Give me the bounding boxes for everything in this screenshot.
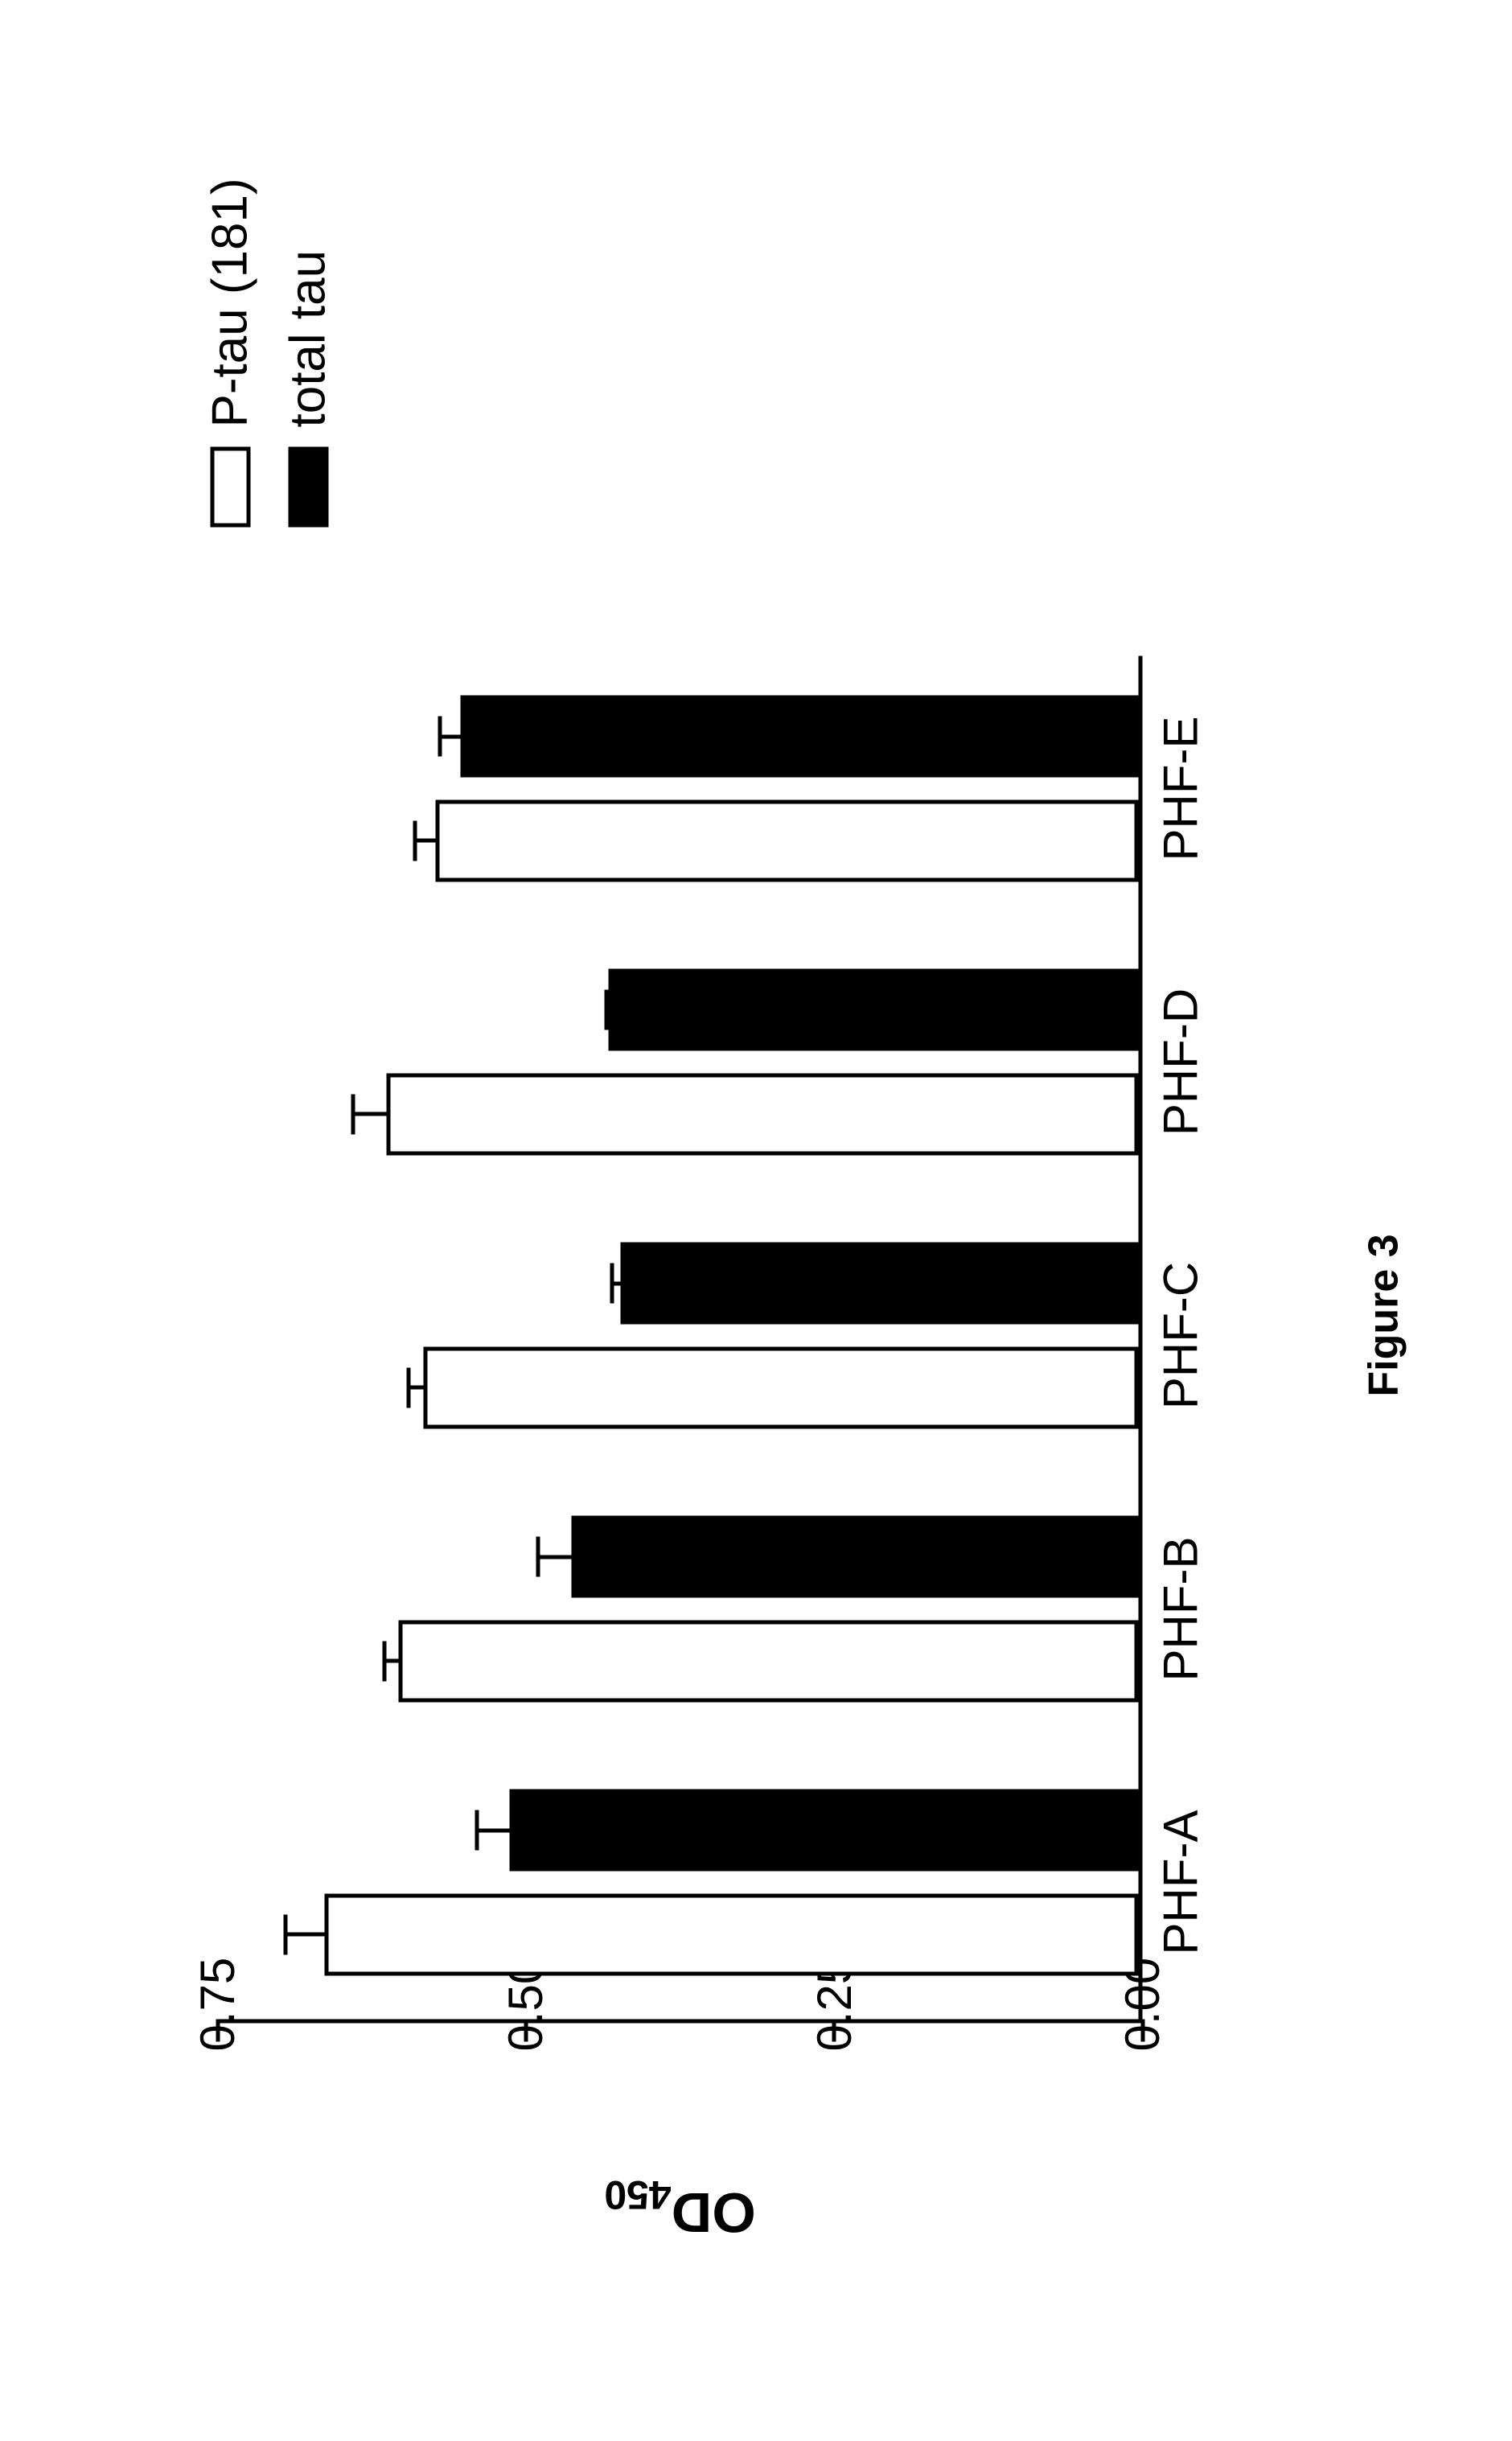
legend-item-totaltau: total tau <box>279 178 336 527</box>
error-cap <box>475 1810 479 1850</box>
x-tick-label: PHF-D <box>1138 988 1208 1135</box>
bar-filled <box>571 1515 1138 1597</box>
plot-area: 0.000.250.500.75PHF-APHF-BPHF-CPHF-DPHF-… <box>217 655 1142 2023</box>
error-cap <box>413 820 417 861</box>
x-tick-label: PHF-C <box>1138 1261 1208 1408</box>
y-tick-label: 0.25 <box>806 2019 861 2051</box>
error-cap <box>604 989 608 1029</box>
bar-filled <box>509 1789 1138 1871</box>
y-tick-label: 0.50 <box>498 2019 553 2051</box>
error-stem <box>409 1385 427 1389</box>
bar-filled <box>608 968 1138 1050</box>
bar-open <box>386 1073 1138 1155</box>
legend-item-ptau: P-tau (181) <box>201 178 258 527</box>
error-cap <box>536 1536 540 1576</box>
x-tick-label: PHF-E <box>1138 716 1208 861</box>
error-stem <box>285 1932 328 1936</box>
legend-label-totaltau: total tau <box>279 249 336 427</box>
error-cap <box>438 716 442 756</box>
error-stem <box>414 838 439 842</box>
y-axis-label-sub: 450 <box>604 2172 671 2217</box>
legend-label-ptau: P-tau (181) <box>201 178 258 427</box>
error-cap <box>351 1094 355 1134</box>
x-tick-label: PHF-B <box>1138 1536 1208 1681</box>
error-cap <box>610 1263 614 1303</box>
figure-caption: Figure 3 <box>1359 1234 1407 1396</box>
error-cap <box>382 1641 386 1681</box>
error-stem <box>439 734 464 738</box>
legend-swatch-open <box>210 446 250 527</box>
error-stem <box>476 1828 513 1832</box>
rotated-canvas: OD450 0.000.250.500.75PHF-APHF-BPHF-CPHF… <box>0 0 1512 2441</box>
error-cap <box>406 1367 410 1407</box>
bar-open <box>435 799 1138 881</box>
error-cap <box>283 1914 287 1954</box>
bar-open <box>398 1620 1138 1702</box>
bar-filled <box>460 695 1138 777</box>
bar-filled <box>620 1242 1138 1324</box>
error-stem <box>353 1112 390 1116</box>
error-stem <box>384 1658 402 1662</box>
bar-open <box>423 1346 1138 1428</box>
bar-open <box>324 1893 1138 1975</box>
x-tick-label: PHF-A <box>1138 1810 1208 1954</box>
legend-swatch-filled <box>288 446 328 527</box>
y-axis-label: OD450 <box>604 2172 755 2245</box>
chart-stage: OD450 0.000.250.500.75PHF-APHF-BPHF-CPHF… <box>0 0 1512 2441</box>
y-tick-label: 0.00 <box>1115 2019 1170 2051</box>
page: OD450 0.000.250.500.75PHF-APHF-BPHF-CPHF… <box>0 0 1512 2441</box>
legend: P-tau (181) total tau <box>201 178 357 527</box>
error-stem <box>538 1555 575 1559</box>
y-axis-label-main: OD <box>671 2181 755 2244</box>
y-tick-label: 0.75 <box>190 2019 245 2051</box>
